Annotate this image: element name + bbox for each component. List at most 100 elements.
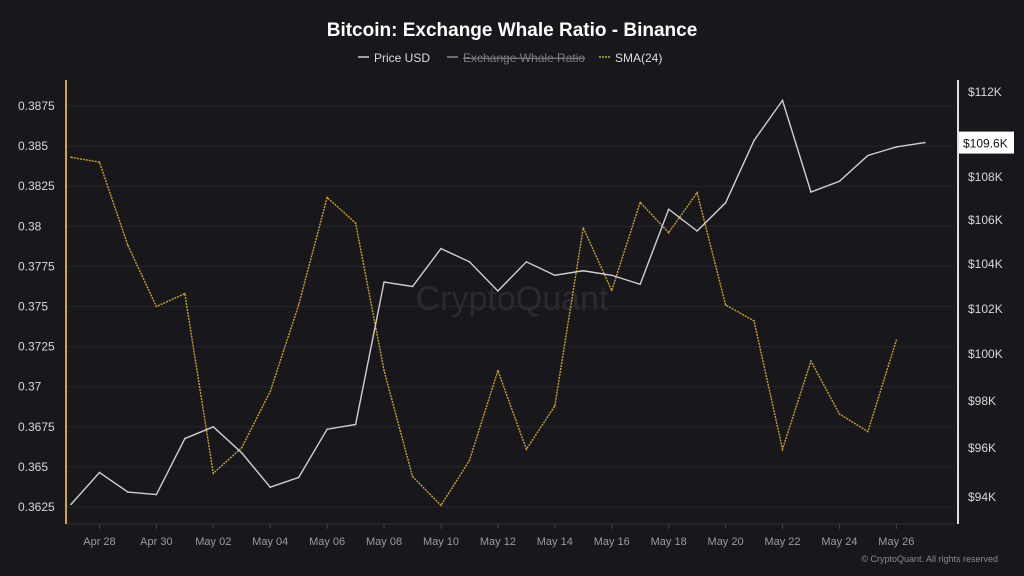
sma24-point xyxy=(781,448,784,451)
sma24-point xyxy=(354,222,357,224)
sma24-point xyxy=(525,448,528,451)
legend-item[interactable]: Price USD xyxy=(358,51,430,65)
price-usd-point xyxy=(354,423,357,426)
legend-item[interactable]: SMA(24) xyxy=(599,51,662,65)
price-usd-point xyxy=(497,290,499,292)
right-tick-label: $102K xyxy=(968,302,1003,316)
sma24-point xyxy=(127,244,129,247)
x-tick-label: Apr 30 xyxy=(140,536,172,548)
price-usd-point xyxy=(297,476,300,479)
sma24-point xyxy=(610,289,613,292)
price-usd-point xyxy=(838,180,841,183)
left-tick-label: 0.3625 xyxy=(18,500,55,514)
left-tick-label: 0.37 xyxy=(18,380,42,394)
x-tick-label: May 18 xyxy=(651,536,687,548)
x-tick-label: Apr 28 xyxy=(83,536,115,548)
price-usd-point xyxy=(184,437,186,440)
price-usd-point xyxy=(696,230,698,232)
sma24-point xyxy=(867,430,869,433)
right-tick-label: $108K xyxy=(968,170,1003,184)
left-tick-label: 0.3875 xyxy=(18,99,55,113)
sma24-point xyxy=(895,339,898,341)
x-tick-label: May 10 xyxy=(423,536,459,548)
legend: Price USD Exchange Whale Ratio SMA(24) xyxy=(358,51,662,65)
sma24-point xyxy=(240,446,243,449)
sma24-point xyxy=(468,459,471,462)
left-tick-label: 0.3725 xyxy=(18,340,55,354)
x-tick-label: May 20 xyxy=(708,536,744,548)
sma24-point xyxy=(212,472,215,475)
sma24-point xyxy=(155,305,158,308)
sma24-point xyxy=(297,304,300,306)
sma24-point xyxy=(70,156,72,159)
x-tick-label: May 16 xyxy=(594,536,630,548)
price-usd-point xyxy=(867,154,869,157)
price-usd-point xyxy=(440,247,442,250)
sma24-point xyxy=(667,231,670,234)
x-tick-label: May 06 xyxy=(309,536,345,548)
chart-title: Bitcoin: Exchange Whale Ratio - Binance xyxy=(327,20,698,41)
sma24-point xyxy=(753,320,755,322)
series xyxy=(70,98,926,507)
right-tick-label: $100K xyxy=(968,347,1003,361)
sma24-point xyxy=(838,413,841,415)
right-tick-label: $98K xyxy=(968,394,996,408)
left-tick-label: 0.3825 xyxy=(18,179,55,193)
left-tick-label: 0.3675 xyxy=(18,420,55,434)
sma24-point xyxy=(724,304,727,306)
price-usd-point xyxy=(269,486,272,489)
price-usd-point xyxy=(98,471,101,474)
price-usd-point xyxy=(554,274,556,277)
sma24-point xyxy=(411,475,414,478)
legend-label: SMA(24) xyxy=(615,51,662,65)
price-usd-point xyxy=(610,274,613,277)
sma24-point xyxy=(497,369,499,372)
price-usd-point xyxy=(240,452,243,454)
price-usd-point xyxy=(810,191,812,193)
price-usd-point xyxy=(411,285,414,288)
price-usd-point xyxy=(781,99,784,102)
sma24-point xyxy=(269,390,272,393)
current-price-badge xyxy=(959,131,1014,154)
sma24-point xyxy=(383,369,385,372)
sma24-point xyxy=(184,292,186,295)
price-usd-point xyxy=(639,283,641,286)
left-tick-label: 0.38 xyxy=(18,219,42,233)
right-tick-label: $94K xyxy=(968,490,996,504)
price-usd-point xyxy=(383,281,385,283)
sma24-point xyxy=(98,161,101,163)
price-usd-point xyxy=(895,146,898,148)
x-tick-label: May 22 xyxy=(764,536,800,548)
legend-item[interactable]: Exchange Whale Ratio xyxy=(447,51,585,65)
legend-label: Price USD xyxy=(374,51,430,65)
price-usd-point xyxy=(582,269,585,272)
right-tick-label: $106K xyxy=(968,213,1003,227)
grid xyxy=(67,105,955,508)
legend-label: Exchange Whale Ratio xyxy=(463,51,585,65)
left-tick-label: 0.365 xyxy=(18,460,48,474)
price-usd-point xyxy=(155,493,158,496)
price-usd-point xyxy=(70,503,72,506)
price-usd-point xyxy=(212,426,215,428)
sma24-line xyxy=(70,156,898,507)
x-tick-label: May 24 xyxy=(821,536,857,548)
right-tick-label: $96K xyxy=(968,441,996,455)
sma24-point xyxy=(582,227,585,229)
right-tick-label: $112K xyxy=(968,85,1002,99)
current-price-label: $109.6K xyxy=(963,137,1008,151)
price-usd-point xyxy=(127,491,129,493)
price-usd-point xyxy=(667,208,670,211)
left-tick-label: 0.385 xyxy=(18,139,48,153)
sma24-point xyxy=(810,360,812,362)
price-usd-point xyxy=(468,261,471,263)
sma24-point xyxy=(440,504,442,507)
axes: 0.3625 0.365 0.3675 0.37 0.3725 0.375 0.3775 0.… xyxy=(18,80,1014,548)
x-tick-label: May 14 xyxy=(537,536,573,548)
left-tick-label: 0.375 xyxy=(18,300,48,314)
price-usd-point xyxy=(924,141,926,144)
price-usd-point xyxy=(753,139,755,142)
x-tick-label: May 12 xyxy=(480,536,516,548)
sma24-point xyxy=(554,405,556,407)
sma24-point xyxy=(326,196,328,199)
